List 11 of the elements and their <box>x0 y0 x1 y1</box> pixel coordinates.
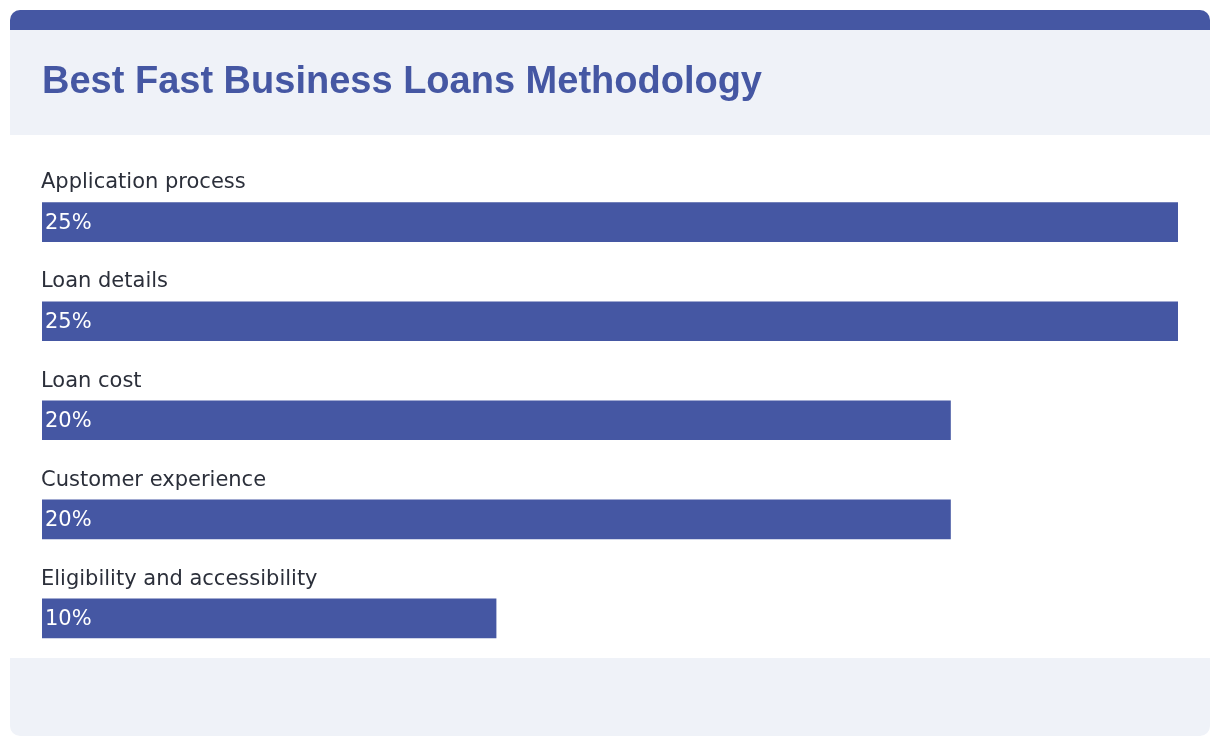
y-tick-label: Loan details <box>41 268 168 292</box>
y-tick-label: Customer experience <box>41 467 267 491</box>
y-tick-label: Eligibility and accessibility <box>41 566 318 590</box>
data-label: 20% <box>45 408 92 433</box>
data-label: 20% <box>45 507 92 532</box>
data-label: 25% <box>45 309 92 334</box>
y-tick-label: Application process <box>41 169 246 193</box>
data-label: 25% <box>45 210 92 235</box>
data-label: 10% <box>45 606 92 631</box>
y-tick-label: Loan cost <box>41 368 142 392</box>
chart-title: Best Fast Business Loans Methodology <box>42 59 762 102</box>
